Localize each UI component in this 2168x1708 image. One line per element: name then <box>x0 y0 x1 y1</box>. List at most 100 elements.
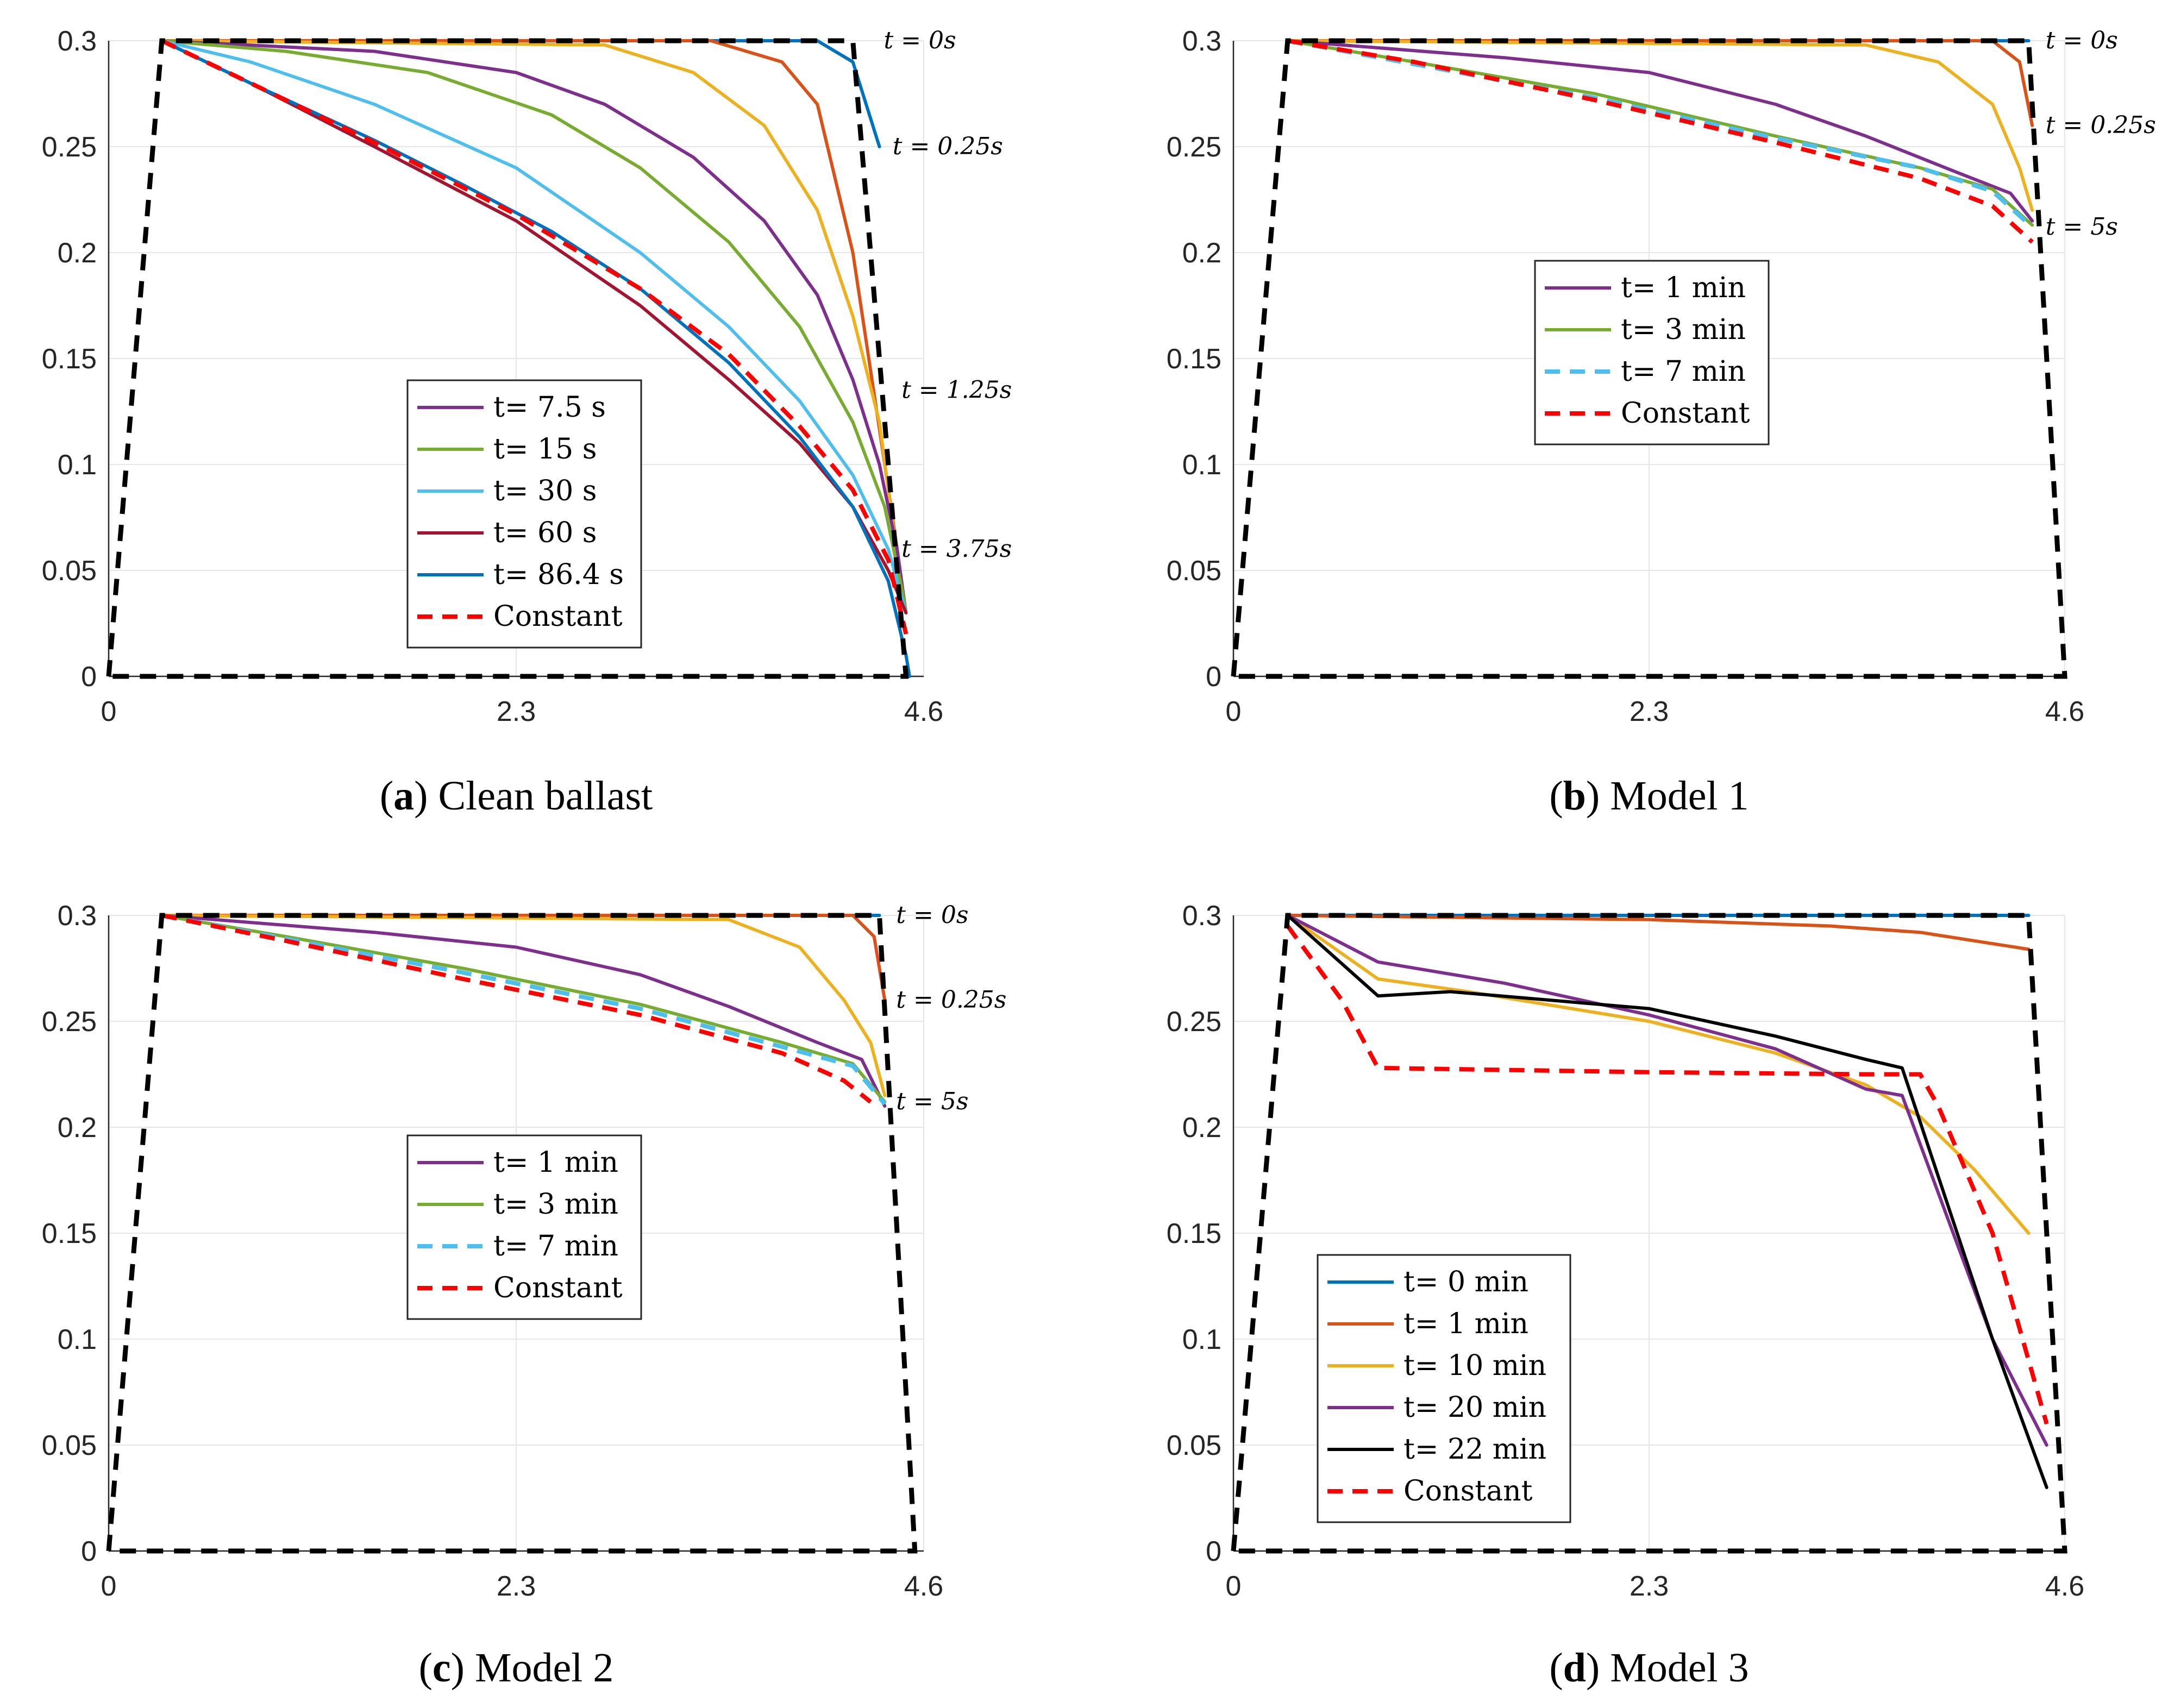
time-annotation: t = 0s <box>884 27 956 54</box>
x-tick-label: 0 <box>101 696 117 727</box>
legend-label: t= 22 min <box>1403 1433 1546 1466</box>
series-line-t-30-s <box>160 39 908 614</box>
legend-label: Constant <box>1403 1475 1533 1508</box>
y-tick-label: 0.15 <box>1167 343 1221 375</box>
series-line-constant <box>1286 925 2049 1425</box>
x-tick-label: 4.6 <box>2045 696 2084 727</box>
caption-text: ) Model 2 <box>451 1645 614 1691</box>
series-line-t-1-min <box>160 914 887 1108</box>
series-line-t-22-min <box>1286 914 2048 1489</box>
legend-label: t= 1 min <box>1621 272 1746 304</box>
legend-label: t= 7 min <box>493 1230 618 1263</box>
y-tick-label: 0.15 <box>42 1218 97 1249</box>
y-tick-label: 0.15 <box>42 343 97 375</box>
y-tick-label: 0.3 <box>1182 26 1221 57</box>
legend-label: t= 10 min <box>1403 1349 1546 1382</box>
y-tick-label: 0.1 <box>1182 449 1221 481</box>
caption-letter: d <box>1563 1645 1586 1691</box>
x-tick-label: 2.3 <box>1630 696 1669 727</box>
panel-caption: (a) Clean ballast <box>380 773 653 819</box>
legend: t= 1 min t= 3 min t= 7 min Constant <box>1534 260 1770 445</box>
y-tick-label: 0.2 <box>58 1112 97 1144</box>
x-tick-label: 2.3 <box>497 1571 536 1602</box>
y-tick-label: 0 <box>81 1536 97 1567</box>
series-line-t-10-min <box>1286 914 2031 1235</box>
series-line-t-20-min <box>1286 914 2048 1447</box>
caption-letter: b <box>1563 773 1586 819</box>
x-tick-label: 0 <box>1226 1571 1242 1602</box>
caption-text: ) Model 1 <box>1586 773 1749 819</box>
time-annotation: t = 5s <box>2046 213 2118 241</box>
series-line-t-7-5-s <box>160 39 908 614</box>
y-tick-label: 0 <box>1206 661 1221 693</box>
series-line-t-1-25s-curve <box>160 914 887 1097</box>
time-annotation: t = 5s <box>896 1088 968 1115</box>
y-tick-label: 0 <box>1206 1536 1221 1567</box>
caption-letter: a <box>393 773 414 819</box>
caption-open: ( <box>1549 1645 1563 1691</box>
caption-open: ( <box>419 1645 433 1691</box>
legend: t= 1 min t= 3 min t= 7 min Constant <box>406 1134 642 1320</box>
time-annotation: t = 0s <box>896 901 968 929</box>
x-tick-label: 2.3 <box>497 696 536 727</box>
series-line-t-0-25s-curve <box>160 914 887 1002</box>
legend-label: t= 86.4 s <box>493 558 624 591</box>
y-tick-label: 0.3 <box>1182 900 1221 932</box>
legend-label: Constant <box>1621 397 1750 430</box>
y-tick-label: 0.1 <box>58 1324 97 1355</box>
series-line-t-3-min <box>1286 39 2034 227</box>
y-tick-label: 0.2 <box>1182 237 1221 269</box>
y-tick-label: 0.05 <box>42 555 97 587</box>
y-tick-label: 0 <box>81 661 97 693</box>
caption-text: ) Clean ballast <box>414 773 653 819</box>
legend-label: t= 60 s <box>493 517 597 549</box>
series-line-t-1-25s-curve <box>1286 39 2034 212</box>
y-tick-label: 0.25 <box>42 1006 97 1038</box>
time-annotation: t = 0s <box>2046 27 2118 54</box>
legend-label: Constant <box>493 600 623 633</box>
panel-caption: (d) Model 3 <box>1549 1645 1749 1691</box>
legend: t= 0 min t= 1 min t= 10 min t= 20 min t= 22 … <box>1317 1254 1571 1523</box>
series-line-t-1-min <box>1286 39 2034 223</box>
x-tick-label: 4.6 <box>904 696 943 727</box>
legend-label: Constant <box>493 1272 623 1304</box>
series-line-constant <box>1287 39 2034 244</box>
x-tick-label: 4.6 <box>2045 1571 2084 1602</box>
series-line-constant <box>161 913 872 1104</box>
y-tick-label: 0.25 <box>42 131 97 163</box>
panel-d: 00.050.10.150.20.250.30 2.3 4.6t= 0 mint= … <box>1167 900 2084 1691</box>
legend-label: t= 1 min <box>1403 1308 1528 1340</box>
legend-label: t= 3 min <box>1621 313 1746 346</box>
legend-label: t= 20 min <box>1403 1391 1546 1424</box>
series-line-t-1-min <box>1286 914 2031 951</box>
y-tick-label: 0.05 <box>1167 555 1221 587</box>
y-tick-label: 0.25 <box>1167 1006 1221 1038</box>
y-tick-label: 0.3 <box>58 26 97 57</box>
x-tick-label: 2.3 <box>1630 1571 1669 1602</box>
legend-label: t= 15 s <box>493 433 597 466</box>
legend-label: t= 0 min <box>1403 1266 1528 1298</box>
legend-box <box>406 379 642 649</box>
series-line-t-7-min <box>161 913 887 1106</box>
legend-label: t= 7 min <box>1621 355 1746 388</box>
series-line-t-3-min <box>160 914 887 1104</box>
series-line-t-7-min <box>1287 39 2034 229</box>
legend-box <box>1317 1254 1571 1523</box>
x-tick-label: 0 <box>101 1571 117 1602</box>
y-tick-label: 0.05 <box>1167 1430 1221 1461</box>
panel-a: 0 0.05 0.1 0.15 0.2 0.25 0.3 0 2.3 4.6 t = 0s t = 0… <box>42 26 1012 819</box>
y-tick-label: 0.05 <box>42 1430 97 1461</box>
series-line-t-60-s <box>160 39 908 614</box>
panel-caption: (c) Model 2 <box>419 1645 614 1691</box>
panel-c: 0 0.05 0.1 0.15 0.2 0.25 0.3 0 2.3 4.6 t = 0s t = 0… <box>42 900 1007 1691</box>
domain-outline <box>1231 38 2067 679</box>
series-line-t-15-s <box>160 39 908 614</box>
y-tick-label: 0.2 <box>58 237 97 269</box>
caption-letter: c <box>433 1645 451 1691</box>
domain-outline <box>1231 913 2067 1554</box>
caption-open: ( <box>380 773 393 819</box>
y-tick-label: 0.3 <box>58 900 97 932</box>
caption-text: ) Model 3 <box>1586 1645 1749 1691</box>
legend-label: t= 7.5 s <box>493 391 606 424</box>
